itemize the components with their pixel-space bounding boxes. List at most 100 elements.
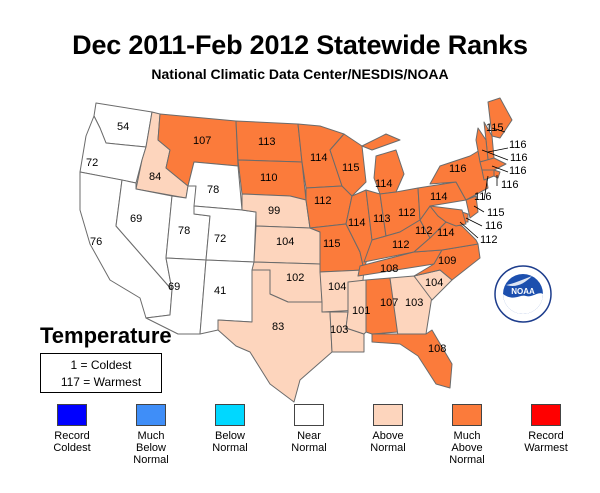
state-pa — [417, 181, 467, 221]
leader-line-me — [491, 127, 506, 133]
state-rank-mt: 107 — [193, 135, 211, 147]
legend-label: Much Below Normal — [133, 430, 169, 466]
state-fl — [371, 329, 453, 389]
leader-line-ct — [483, 175, 489, 201]
legend-swatch — [136, 404, 166, 426]
state-md — [429, 205, 467, 227]
state-rank-ma: 116 — [509, 165, 527, 177]
legend-item-above-normal: Above Normal — [346, 404, 430, 454]
state-rank-co: 72 — [214, 233, 226, 245]
legend-item-below-normal: Below Normal — [188, 404, 272, 454]
legend-item-near-normal: Near Normal — [267, 404, 351, 454]
leader-line-ma — [491, 165, 509, 173]
legend: Record Coldest Much Below Normal Below N… — [30, 404, 590, 484]
leader-line-md — [459, 221, 479, 239]
state-rank-vt: 116 — [510, 152, 528, 164]
state-rank-mi: 114 — [375, 178, 393, 190]
state-rank-in: 113 — [373, 213, 391, 225]
state-rank-wa: 54 — [117, 121, 129, 133]
rank-key-coldest: 1 = Coldest — [70, 358, 132, 372]
state-rank-mn: 114 — [310, 152, 328, 164]
legend-swatch — [531, 404, 561, 426]
state-rank-sc: 104 — [425, 277, 443, 289]
state-rank-wy: 78 — [207, 184, 219, 196]
map-title: Dec 2011-Feb 2012 Statewide Ranks — [72, 30, 528, 60]
map-subtitle: National Climatic Data Center/NESDIS/NOA… — [151, 66, 449, 82]
noaa-seal-icon: NOAA — [494, 265, 552, 323]
leader-line-nj — [473, 205, 485, 213]
state-rank-ne: 99 — [268, 205, 280, 217]
noaa-logo: NOAA — [494, 265, 552, 323]
legend-label: Near Normal — [291, 430, 327, 454]
state-rank-ca: 76 — [90, 236, 102, 248]
state-rank-sd: 110 — [260, 172, 278, 184]
legend-label: Record Warmest — [524, 430, 568, 454]
legend-swatch — [215, 404, 245, 426]
state-rank-ks: 104 — [276, 236, 294, 248]
noaa-logo-text: NOAA — [511, 287, 535, 296]
state-me — [487, 97, 513, 139]
state-wi — [329, 133, 367, 197]
state-rank-az: 69 — [168, 281, 180, 293]
state-rank-fl: 108 — [428, 343, 446, 355]
state-rank-il: 114 — [348, 217, 366, 229]
state-rank-wv: 112 — [415, 225, 433, 237]
legend-item-much-below-normal: Much Below Normal — [109, 404, 193, 466]
legend-swatch — [57, 404, 87, 426]
legend-label: Record Coldest — [53, 430, 91, 454]
legend-swatch — [452, 404, 482, 426]
legend-item-record-warmest: Record Warmest — [504, 404, 588, 454]
state-rank-ia: 112 — [314, 195, 332, 207]
state-rank-ky: 112 — [392, 239, 410, 251]
state-rank-la: 103 — [330, 324, 348, 336]
state-rank-mo: 115 — [323, 238, 341, 250]
state-rank-nh: 116 — [509, 139, 527, 151]
state-rank-md: 112 — [480, 234, 498, 246]
legend-label: Below Normal — [212, 430, 248, 454]
state-rank-ut: 78 — [178, 225, 190, 237]
state-rank-me: 115 — [486, 122, 504, 134]
leader-line-nh — [487, 147, 509, 153]
state-rank-al: 107 — [380, 297, 398, 309]
state-rank-tx: 83 — [272, 321, 284, 333]
variable-label: Temperature — [40, 323, 172, 348]
state-rank-nm: 41 — [214, 285, 226, 297]
state-nj — [465, 195, 479, 219]
state-rank-nj: 115 — [487, 207, 505, 219]
state-rank-oh: 112 — [398, 207, 416, 219]
legend-label: Above Normal — [370, 430, 406, 454]
rank-key-box: 1 = Coldest 117 = Warmest — [40, 353, 162, 393]
state-rank-nv: 69 — [130, 213, 142, 225]
state-ia — [305, 185, 353, 229]
state-rank-id: 84 — [149, 171, 161, 183]
state-rank-de: 116 — [485, 220, 503, 232]
state-rank-nd: 113 — [258, 136, 276, 148]
state-rank-wi: 115 — [342, 162, 360, 174]
legend-label: Much Above Normal — [449, 430, 485, 466]
state-tx — [217, 269, 333, 403]
state-al — [365, 277, 399, 335]
state-rank-ri: 116 — [501, 179, 519, 191]
state-rank-ga: 103 — [405, 297, 423, 309]
state-rank-va: 114 — [437, 227, 455, 239]
rank-key-warmest: 117 = Warmest — [60, 375, 142, 389]
state-rank-nc: 109 — [438, 255, 456, 267]
leader-line-de — [465, 217, 483, 227]
legend-swatch — [294, 404, 324, 426]
state-rank-ct: 116 — [474, 191, 492, 203]
state-ga — [389, 275, 433, 337]
state-rank-ny: 116 — [449, 163, 467, 175]
state-ma — [479, 157, 507, 171]
state-rank-ms: 101 — [352, 305, 370, 317]
state-rank-tn: 108 — [380, 263, 398, 275]
leader-line-vt — [481, 149, 509, 161]
state-ct — [481, 169, 495, 181]
legend-swatch — [373, 404, 403, 426]
state-rank-ok: 102 — [286, 272, 304, 284]
state-rank-pa: 114 — [430, 191, 448, 203]
legend-item-record-coldest: Record Coldest — [30, 404, 114, 454]
legend-item-much-above-normal: Much Above Normal — [425, 404, 509, 466]
state-rank-ar: 104 — [328, 281, 346, 293]
state-rank-or: 72 — [86, 157, 98, 169]
